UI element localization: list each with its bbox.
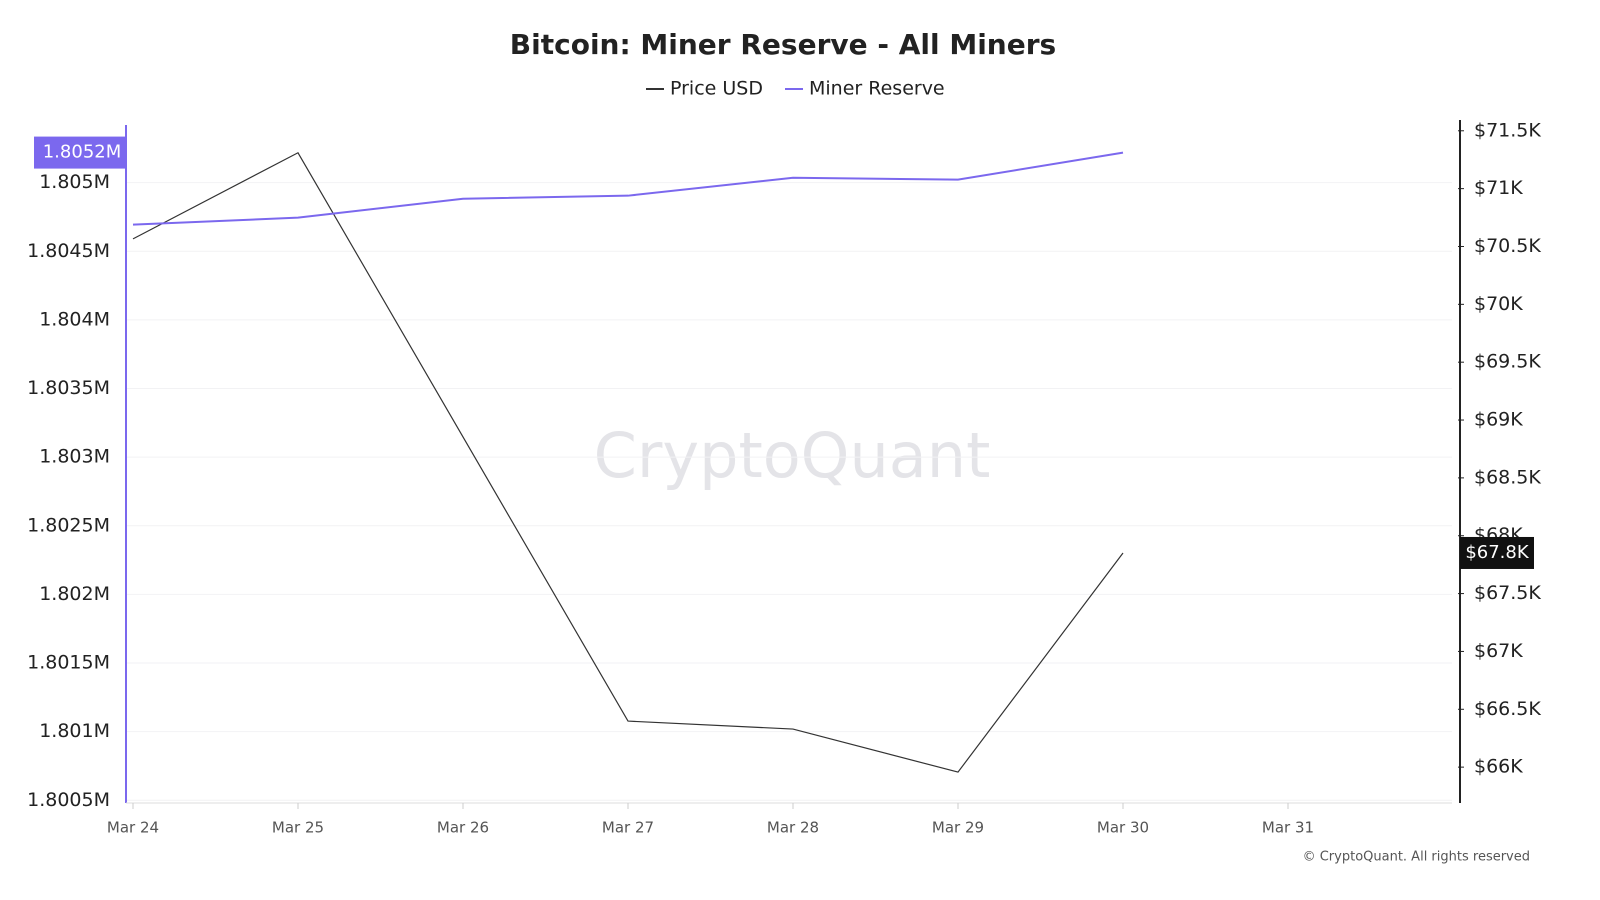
- y-tick-label: 1.804M: [39, 308, 110, 330]
- legend-label: Miner Reserve: [809, 78, 945, 100]
- y2-tick-label: $66K: [1474, 756, 1523, 778]
- x-tick-label: Mar 25: [272, 819, 324, 837]
- x-tick-label: Mar 30: [1097, 819, 1149, 837]
- y2-tick-label: $67.5K: [1474, 582, 1541, 604]
- watermark: CryptoQuant: [594, 419, 991, 492]
- y-tick-label: 1.8005M: [27, 789, 110, 811]
- y2-tick-label: $69K: [1474, 409, 1523, 431]
- copyright: © CryptoQuant. All rights reserved: [1303, 850, 1530, 865]
- x-tick-label: Mar 27: [602, 819, 654, 837]
- y-tick-label: 1.8045M: [27, 240, 110, 262]
- y-tick-label: 1.805M: [39, 171, 110, 193]
- chart-title: Bitcoin: Miner Reserve - All Miners: [510, 28, 1056, 61]
- y2-tick-label: $70K: [1474, 293, 1523, 315]
- y-tick-label: 1.802M: [39, 583, 110, 605]
- y2-tick-label: $68.5K: [1474, 466, 1541, 488]
- y2-tick-label: $66.5K: [1474, 698, 1541, 720]
- y-tick-label: 1.8025M: [27, 514, 110, 536]
- x-tick-label: Mar 31: [1262, 819, 1314, 837]
- value-label: 1.8052M: [43, 142, 122, 163]
- y2-tick-label: $71.5K: [1474, 119, 1541, 141]
- y-tick-label: 1.801M: [39, 720, 110, 742]
- value-label: $67.8K: [1465, 542, 1530, 563]
- x-tick-label: Mar 28: [767, 819, 819, 837]
- y-tick-label: 1.8015M: [27, 652, 110, 674]
- y2-tick-label: $71K: [1474, 177, 1523, 199]
- y-tick-label: 1.8035M: [27, 377, 110, 399]
- x-tick-label: Mar 26: [437, 819, 489, 837]
- x-tick-label: Mar 24: [107, 819, 159, 837]
- series-line: [132, 151, 1124, 773]
- y2-tick-label: $69.5K: [1474, 351, 1541, 373]
- value-badge: [1460, 536, 1534, 569]
- value-badge: [34, 136, 126, 169]
- y2-tick-label: $70.5K: [1474, 235, 1541, 257]
- y2-tick-label: $67K: [1474, 640, 1523, 662]
- series-line: [132, 151, 1124, 226]
- y-tick-label: 1.803M: [39, 446, 110, 468]
- legend-label: Price USD: [670, 78, 763, 100]
- x-tick-label: Mar 29: [932, 819, 984, 837]
